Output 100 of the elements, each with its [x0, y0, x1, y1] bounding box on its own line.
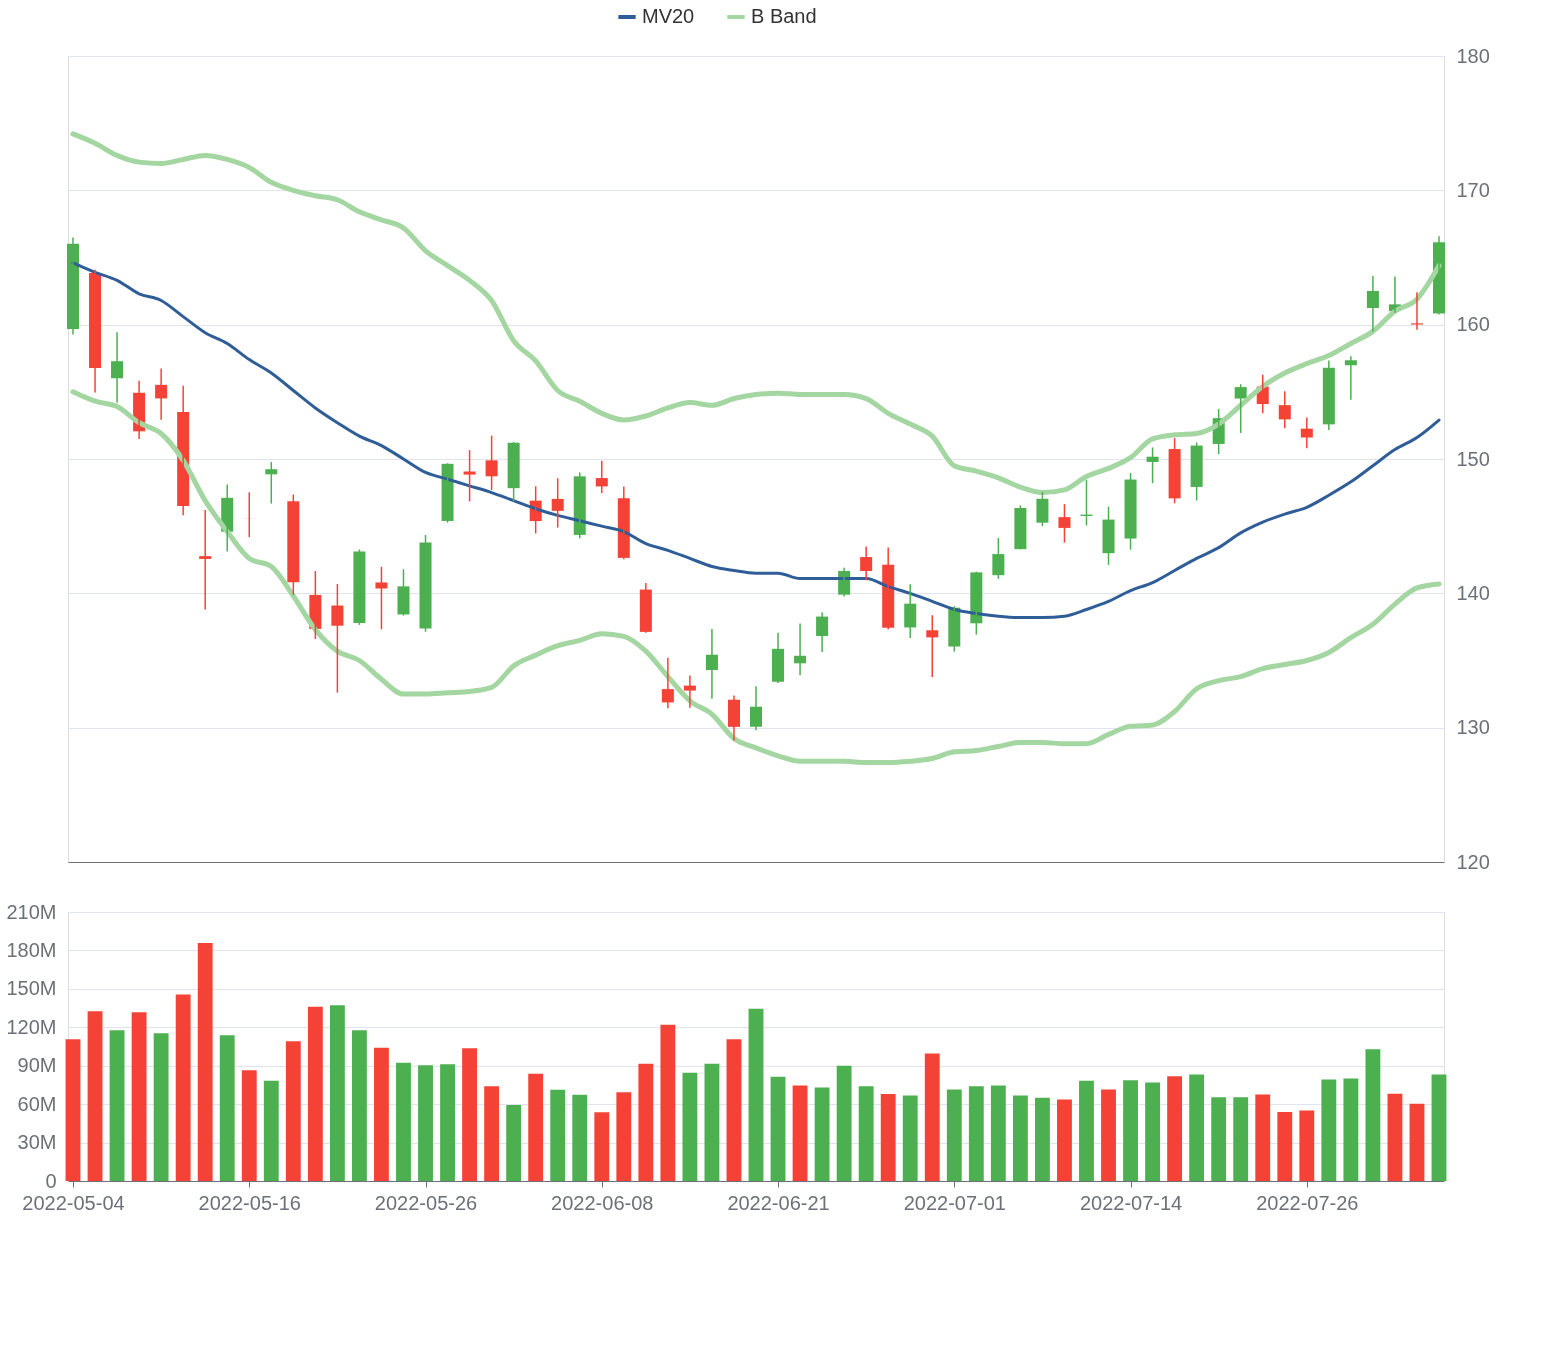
- bar: [506, 1104, 522, 1181]
- bar: [462, 1048, 478, 1181]
- y-tick-label: 120M: [6, 1015, 57, 1038]
- x-tick-label: 2022-07-01: [903, 1191, 1006, 1214]
- candlestick: [353, 548, 366, 626]
- bar: [1057, 1099, 1072, 1181]
- bar: [792, 1085, 808, 1181]
- bar: [682, 1072, 698, 1181]
- candlestick: [992, 537, 1005, 580]
- bar: [924, 1053, 940, 1181]
- bar: [990, 1085, 1006, 1181]
- x-tick-label: 2022-05-26: [374, 1191, 478, 1214]
- y-tick-label: 170: [1456, 178, 1490, 201]
- candlestick: [485, 434, 498, 491]
- bar: [440, 1064, 455, 1181]
- candlestick: [1168, 437, 1181, 505]
- candlestick: [331, 583, 344, 694]
- y-tick-label: 0: [45, 1169, 57, 1192]
- bar: [396, 1062, 411, 1181]
- bar: [241, 1070, 257, 1181]
- bar: [1431, 1074, 1447, 1181]
- y-tick-label: 160: [1456, 313, 1490, 336]
- bar: [197, 943, 213, 1181]
- bar: [726, 1039, 742, 1181]
- candlestick: [1124, 472, 1137, 551]
- bar: [1034, 1097, 1050, 1181]
- bar: [1365, 1049, 1381, 1181]
- bar: [638, 1063, 654, 1181]
- bar: [1123, 1080, 1138, 1181]
- y-tick-label: 180: [1456, 44, 1490, 67]
- bar: [704, 1063, 720, 1181]
- bar: [175, 994, 191, 1181]
- candlestick: [926, 614, 939, 678]
- y-tick-label: 30M: [17, 1131, 57, 1154]
- bar: [418, 1065, 433, 1181]
- candlestick: [551, 477, 564, 529]
- candlestick: [419, 534, 432, 633]
- bar: [858, 1086, 874, 1181]
- bar: [1277, 1111, 1293, 1181]
- bar: [307, 1006, 323, 1181]
- bar: [814, 1087, 830, 1181]
- candlestick: [265, 461, 278, 505]
- bar: [1343, 1078, 1359, 1181]
- x-tick-label: 2022-07-26: [1256, 1191, 1359, 1214]
- x-tick-label: 2022-05-04: [22, 1191, 125, 1214]
- candlestick: [375, 566, 388, 630]
- x-tick-label: 2022-05-16: [198, 1191, 301, 1214]
- bar: [285, 1041, 301, 1181]
- bar: [748, 1008, 764, 1181]
- bar: [1167, 1076, 1183, 1181]
- bar: [351, 1030, 367, 1181]
- bar: [902, 1095, 918, 1181]
- bar: [1233, 1097, 1249, 1181]
- bar: [1387, 1093, 1403, 1181]
- bar: [594, 1112, 610, 1181]
- bar: [550, 1089, 566, 1181]
- candlestick: [1190, 441, 1203, 502]
- bar: [131, 1012, 147, 1181]
- candlestick: [287, 493, 300, 596]
- bar: [1189, 1074, 1205, 1181]
- y-tick-label: 120: [1456, 850, 1490, 873]
- bar: [219, 1035, 235, 1181]
- bar: [1255, 1094, 1271, 1181]
- legend-label: B Band: [751, 5, 817, 27]
- bar: [1101, 1089, 1116, 1181]
- bar: [528, 1073, 544, 1181]
- bar: [1299, 1110, 1315, 1181]
- candlestick: [1036, 491, 1049, 527]
- bar: [1012, 1095, 1028, 1181]
- bar: [87, 1011, 103, 1181]
- bar: [770, 1076, 786, 1181]
- bar: [1321, 1079, 1337, 1181]
- y-tick-label: 210M: [6, 900, 57, 923]
- candlestick: [1234, 383, 1247, 434]
- candlestick: [1058, 503, 1071, 544]
- candlestick: [1410, 291, 1423, 331]
- candlestick: [463, 449, 476, 503]
- bar: [572, 1094, 588, 1181]
- bar: [968, 1086, 984, 1181]
- bar: [1145, 1082, 1161, 1181]
- y-tick-label: 90M: [17, 1054, 57, 1077]
- legend-label: MV20: [642, 5, 695, 27]
- line-series: [71, 261, 1441, 620]
- candlestick: [397, 568, 410, 617]
- bar: [109, 1030, 125, 1181]
- bar: [1211, 1097, 1227, 1181]
- bar: [836, 1065, 852, 1181]
- bar: [1409, 1103, 1425, 1181]
- y-tick-label: 150: [1456, 447, 1490, 470]
- y-tick-label: 130: [1456, 716, 1490, 739]
- bar: [660, 1024, 676, 1181]
- candlestick: [1102, 505, 1115, 566]
- bar: [329, 1005, 345, 1181]
- y-tick-label: 60M: [17, 1092, 57, 1115]
- x-tick-label: 2022-07-14: [1079, 1191, 1183, 1214]
- y-tick-label: 180M: [6, 938, 57, 961]
- bar: [880, 1094, 896, 1181]
- bar: [484, 1086, 500, 1181]
- bar: [263, 1080, 279, 1181]
- y-tick-label: 140: [1456, 581, 1490, 604]
